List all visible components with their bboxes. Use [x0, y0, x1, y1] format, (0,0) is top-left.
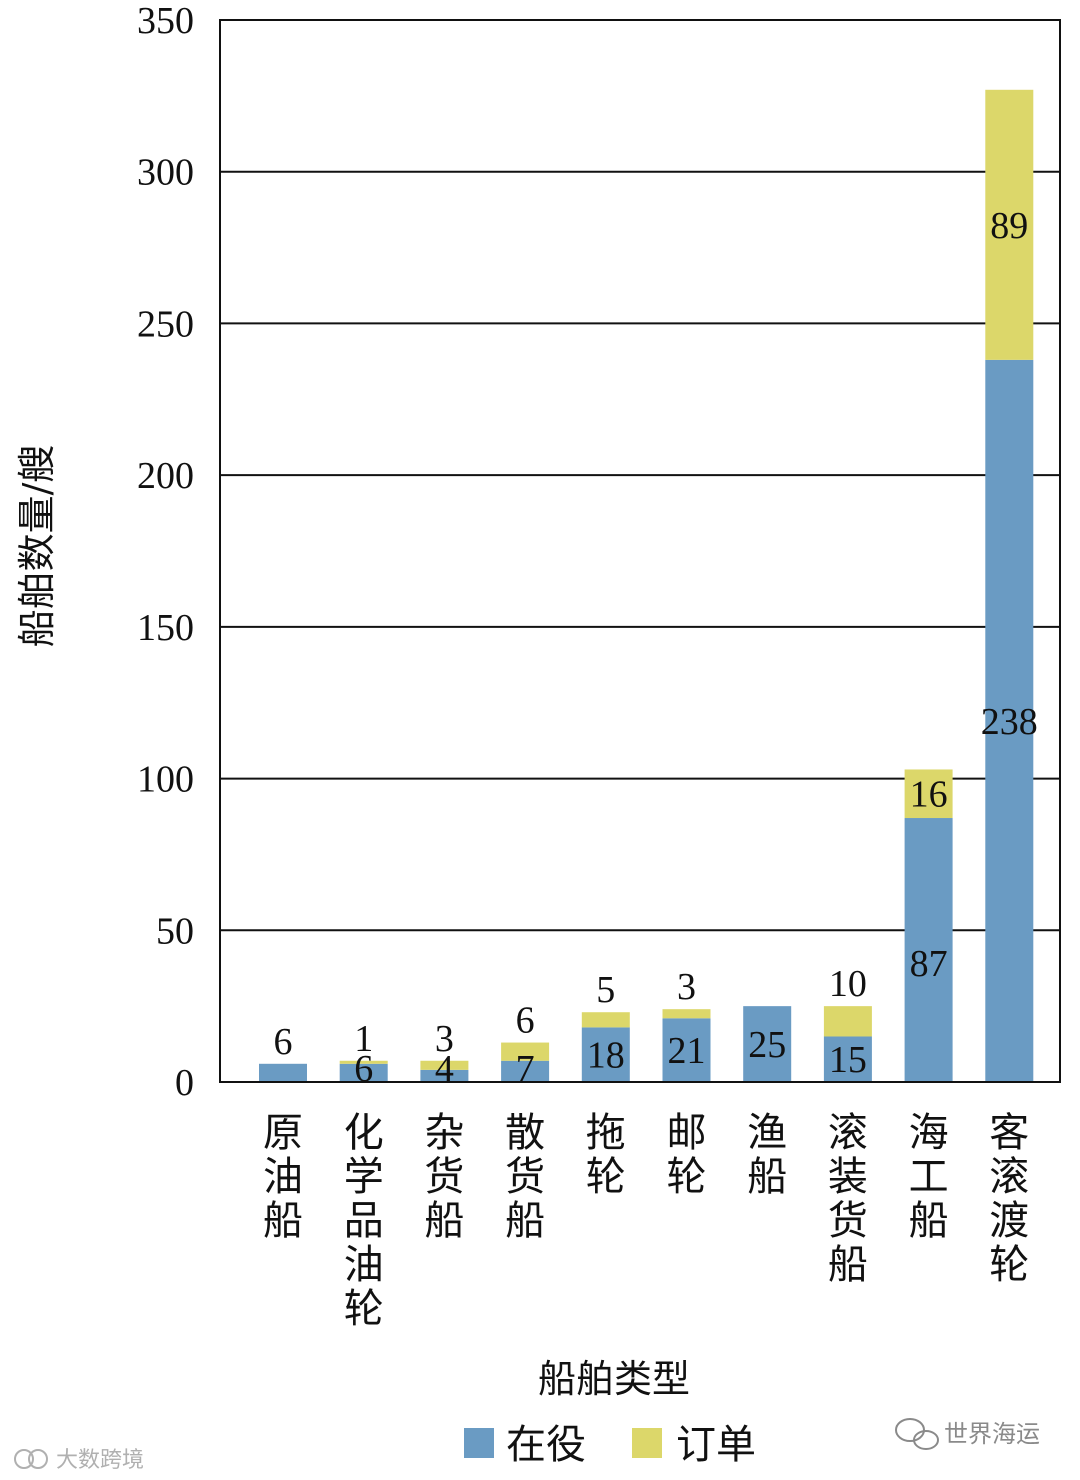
bar-orders: [985, 89, 1034, 360]
bars: [259, 89, 1034, 1083]
bar-in-service: [662, 1018, 711, 1082]
y-tick-label: 200: [137, 455, 194, 497]
bar-in-service: [985, 359, 1034, 1083]
bar-orders: [823, 1006, 872, 1037]
y-tick-label: 350: [137, 0, 194, 42]
data-label-in-service: 87: [910, 943, 948, 985]
y-tick-label: 250: [137, 303, 194, 345]
legend-label-in-service: 在役: [506, 1422, 586, 1468]
category-label: 化学品油轮: [344, 1110, 384, 1332]
data-label-in-service: 4: [435, 1048, 454, 1090]
bar-orders: [662, 1009, 711, 1019]
legend-label-orders: 订单: [676, 1422, 756, 1468]
y-tick-labels: 0 50 100 150 200 250 300 350: [137, 0, 194, 1104]
bar-in-service: [339, 1063, 388, 1082]
bar-in-service: [823, 1036, 872, 1082]
data-label-in-service: 7: [516, 1048, 535, 1090]
y-tick-label: 150: [137, 607, 194, 649]
category-label: 邮轮: [667, 1110, 707, 1200]
data-label-orders: 16: [910, 774, 948, 816]
legend: 在役 订单: [464, 1422, 756, 1468]
data-label-orders: 5: [596, 969, 615, 1011]
bar-orders: [339, 1060, 388, 1064]
bar-in-service: [420, 1069, 469, 1082]
bar-orders: [904, 769, 953, 819]
bar-orders: [420, 1060, 469, 1070]
category-label: 拖轮: [586, 1110, 626, 1200]
category-label: 原油船: [263, 1110, 303, 1244]
legend-swatch-in-service: [464, 1428, 494, 1458]
y-tick-label: 0: [175, 1062, 194, 1104]
category-label: 海工船: [909, 1110, 949, 1244]
data-label-orders: 1: [354, 1018, 373, 1060]
category-label: 杂货船: [424, 1110, 464, 1244]
watermark-left: 大数跨境: [14, 1448, 144, 1473]
x-axis-title: 船舶类型: [538, 1357, 690, 1401]
data-label-orders: 6: [274, 1021, 293, 1063]
y-tick-label: 300: [137, 152, 194, 194]
y-axis-title: 船舶数量/艘: [15, 445, 59, 648]
data-label-in-service: 15: [829, 1039, 867, 1081]
y-tick-label: 100: [137, 759, 194, 801]
legend-swatch-orders: [632, 1428, 662, 1458]
category-label: 渔船: [747, 1110, 787, 1200]
watermark-left-text: 大数跨境: [56, 1448, 144, 1473]
y-tick-label: 50: [156, 910, 194, 952]
bar-in-service: [259, 1063, 307, 1082]
category-label: 客滚渡轮: [989, 1110, 1029, 1288]
watermark-right-text: 世界海运: [944, 1420, 1040, 1448]
bar-orders: [501, 1042, 550, 1061]
category-label: 滚装货船: [828, 1110, 868, 1288]
bar-in-service: [581, 1027, 630, 1082]
brand-icon: [14, 1449, 48, 1469]
bar-orders: [581, 1012, 630, 1028]
data-label-orders: 3: [677, 966, 696, 1008]
data-label-orders: 3: [435, 1018, 454, 1060]
data-label-in-service: 238: [981, 701, 1038, 743]
plot-frame: [219, 19, 1061, 1083]
data-label-in-service: 25: [748, 1024, 786, 1066]
bar-in-service: [904, 818, 953, 1082]
bar-in-service: [743, 1006, 792, 1082]
data-label-in-service: 6: [354, 1048, 373, 1090]
watermark-right: 世界海运: [895, 1418, 1040, 1450]
bar-in-service: [501, 1060, 550, 1082]
data-label-in-service: 18: [587, 1035, 625, 1077]
data-label-orders: 10: [829, 963, 867, 1005]
wechat-icon: [895, 1418, 939, 1450]
data-label-orders: 6: [516, 1000, 535, 1042]
data-label-orders: 89: [990, 205, 1028, 247]
data-label-in-service: 21: [668, 1030, 706, 1072]
category-label: 散货船: [505, 1110, 545, 1244]
